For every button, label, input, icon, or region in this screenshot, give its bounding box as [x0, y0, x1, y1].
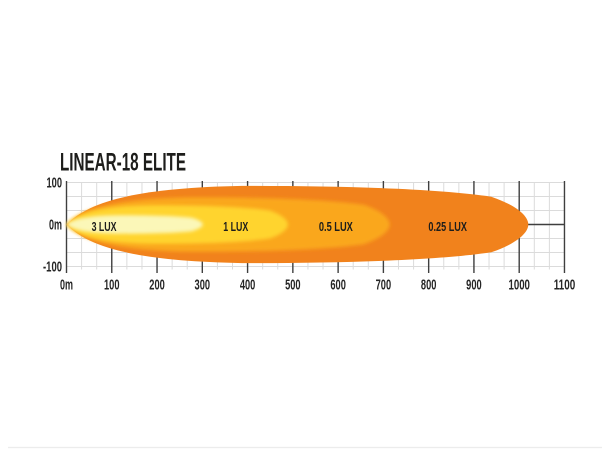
- y-axis-tick-labels: 100 0m -100: [43, 176, 62, 276]
- x-axis-tick-labels: 0m 100 200 300 400 500 600 700 800 900 1000 1100: [60, 278, 575, 294]
- x-tick-label: 100: [104, 278, 120, 294]
- chart-title: LINEAR-18 ELITE: [60, 149, 186, 177]
- x-tick-label: 300: [195, 278, 211, 294]
- beam-zone-labels: 0.25 LUX 0.5 LUX 1 LUX 3 LUX: [92, 220, 468, 234]
- x-tick-label: 500: [285, 278, 301, 294]
- zone-label: 0.5 LUX: [319, 220, 353, 234]
- x-tick-label: 200: [149, 278, 165, 294]
- x-tick-label: 900: [466, 278, 482, 294]
- beam-zones: [66, 185, 529, 264]
- x-tick-label: 1000: [508, 278, 530, 294]
- y-tick-label: 100: [47, 176, 63, 192]
- x-tick-label: 600: [330, 278, 346, 294]
- y-tick-label: 0m: [49, 218, 62, 234]
- x-tick-label: 700: [376, 278, 392, 294]
- x-tick-label: 0m: [60, 278, 73, 294]
- x-tick-label: 800: [421, 278, 437, 294]
- zone-label: 3 LUX: [92, 220, 117, 234]
- zone-label: 0.25 LUX: [428, 220, 467, 234]
- zone-label: 1 LUX: [223, 220, 248, 234]
- y-tick-label: -100: [43, 260, 62, 276]
- x-tick-label: 1100: [554, 278, 576, 294]
- x-tick-label: 400: [240, 278, 256, 294]
- beam-zone-3-lux: [66, 215, 203, 234]
